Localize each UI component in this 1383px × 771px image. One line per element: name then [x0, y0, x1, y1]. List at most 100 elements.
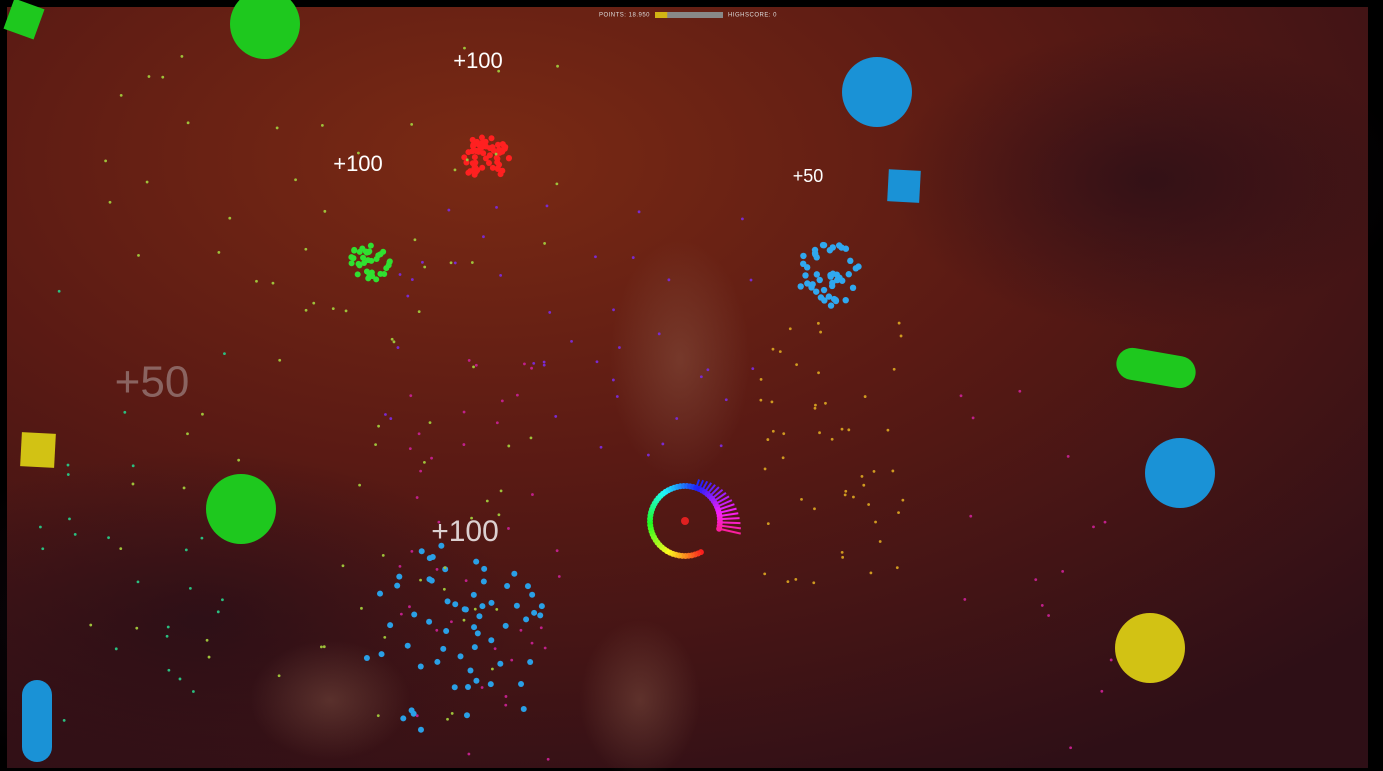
particle	[443, 627, 450, 634]
player-ray	[719, 512, 739, 517]
particle	[373, 256, 380, 263]
player-ray	[719, 517, 740, 521]
particle	[457, 653, 464, 660]
particle	[237, 458, 241, 462]
particle	[464, 579, 468, 583]
particle	[813, 271, 821, 278]
particle	[471, 624, 478, 631]
particle	[119, 94, 123, 97]
particle	[599, 445, 603, 449]
particle	[348, 260, 355, 267]
particle	[500, 399, 504, 403]
particle	[1040, 604, 1044, 607]
particle	[447, 208, 451, 212]
particle	[529, 591, 536, 598]
particle	[1069, 746, 1073, 750]
particle	[872, 469, 876, 473]
particle	[479, 164, 486, 171]
particle	[661, 442, 665, 446]
particle	[827, 271, 834, 279]
particle	[399, 612, 403, 616]
particle	[419, 578, 422, 582]
particle	[320, 645, 323, 649]
particle	[813, 406, 817, 410]
particle	[137, 254, 140, 257]
particle	[543, 646, 547, 650]
particle	[376, 714, 380, 718]
score-popup: +50	[793, 166, 824, 186]
particle	[821, 297, 828, 304]
particle	[489, 164, 496, 171]
particle	[417, 310, 421, 314]
particle	[827, 302, 835, 309]
particle	[892, 367, 896, 371]
particle	[66, 473, 70, 476]
particle	[469, 136, 476, 143]
particle	[497, 171, 504, 178]
particle	[114, 647, 118, 651]
particle	[363, 654, 370, 661]
particle	[434, 658, 441, 665]
particle	[304, 308, 308, 312]
particle	[523, 362, 526, 366]
particle	[480, 686, 484, 689]
particle	[167, 668, 171, 672]
particle	[844, 489, 848, 493]
particle	[554, 415, 558, 418]
particle	[555, 549, 559, 553]
particle	[507, 444, 511, 448]
particle	[874, 520, 877, 524]
particle	[365, 257, 372, 264]
particle	[201, 412, 204, 416]
particle	[410, 123, 414, 126]
particle	[618, 346, 621, 349]
particle	[410, 278, 414, 281]
particle	[461, 154, 468, 161]
particle	[612, 308, 615, 312]
particle	[408, 605, 411, 609]
particle	[531, 493, 534, 496]
particle	[595, 360, 599, 364]
particle	[542, 363, 546, 367]
particle	[415, 496, 419, 499]
particle	[473, 677, 480, 684]
particle	[357, 151, 360, 155]
particle	[451, 684, 458, 691]
particle	[423, 460, 426, 464]
particle	[800, 252, 807, 260]
particle	[473, 147, 480, 154]
particle	[387, 622, 394, 629]
particle	[1109, 658, 1113, 662]
particle	[485, 499, 489, 503]
particle	[849, 284, 857, 292]
particle	[493, 647, 497, 651]
player-ray	[711, 489, 724, 500]
particle	[766, 438, 770, 441]
player-ray	[704, 482, 713, 493]
particle	[839, 277, 846, 284]
yellow-square	[20, 432, 56, 468]
particle	[57, 289, 61, 293]
particle	[499, 141, 506, 148]
particle	[411, 611, 418, 618]
particle	[423, 265, 427, 269]
particle	[320, 123, 324, 127]
particle	[449, 261, 453, 265]
particle	[108, 200, 112, 204]
blue-square	[887, 169, 921, 203]
particle	[131, 482, 135, 486]
particle	[135, 626, 139, 630]
particle	[502, 622, 509, 629]
particle	[378, 651, 385, 658]
particle	[408, 447, 412, 451]
particle	[675, 417, 679, 420]
particle	[504, 703, 508, 707]
score-popup: +100	[431, 515, 499, 548]
particle	[413, 238, 417, 242]
particle	[216, 610, 220, 614]
particle	[331, 307, 335, 311]
particle	[341, 564, 345, 568]
progress-fill	[655, 12, 668, 18]
particle	[389, 417, 393, 420]
